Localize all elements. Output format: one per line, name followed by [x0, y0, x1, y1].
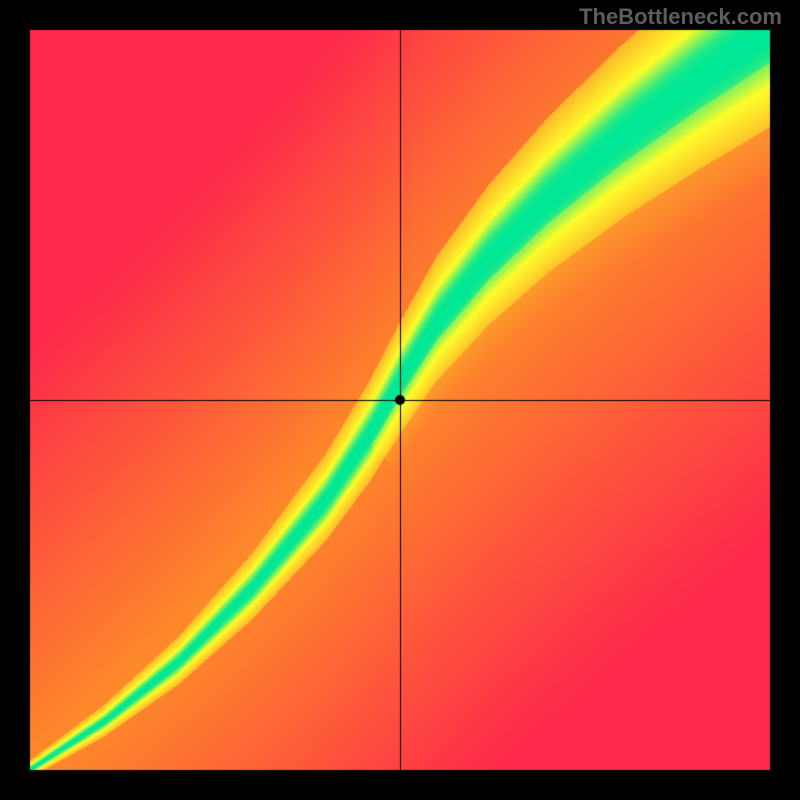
- watermark-text: TheBottleneck.com: [579, 4, 782, 30]
- chart-container: TheBottleneck.com: [0, 0, 800, 800]
- bottleneck-heatmap-canvas: [0, 0, 800, 800]
